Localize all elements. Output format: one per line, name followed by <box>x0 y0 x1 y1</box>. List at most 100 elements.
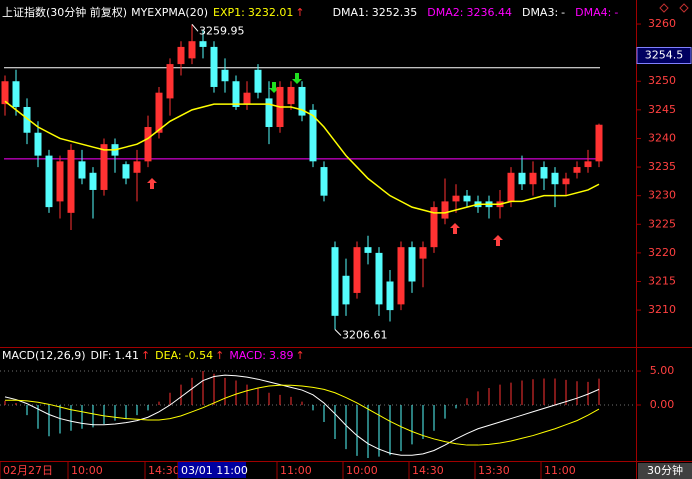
candle-body <box>364 247 372 253</box>
legend-name: DMA1: <box>333 6 369 19</box>
candle-body <box>342 275 350 305</box>
legend-trend: ↑ <box>296 349 305 362</box>
candle-body <box>221 69 229 82</box>
y-tick-label: 3210 <box>648 303 676 316</box>
legend-name: DMA4: <box>575 6 611 19</box>
candle-body <box>430 207 438 248</box>
y-tick-label: 5.00 <box>650 364 675 377</box>
candle-body <box>331 247 339 316</box>
legend-trend: ↑ <box>141 349 150 362</box>
candle-body <box>67 149 75 213</box>
x-tick-label: 10:00 <box>71 464 103 477</box>
candle-body <box>155 92 163 133</box>
candle-body <box>386 281 394 311</box>
candle-body <box>551 172 559 185</box>
candle-body <box>573 167 581 173</box>
legend-value: 3252.35 <box>372 6 418 19</box>
y-tick-label: 3220 <box>648 246 676 259</box>
candle-body <box>56 161 64 202</box>
y-tick-label: 3245 <box>648 103 676 116</box>
y-tick-label: 3230 <box>648 189 676 202</box>
y-tick-label: 3215 <box>648 274 676 287</box>
candle-body <box>419 247 427 259</box>
legend-name: DMA2: <box>427 6 463 19</box>
chart-title: MACD(12,26,9) <box>2 349 86 362</box>
candle-body <box>254 69 262 93</box>
period-box <box>638 463 692 479</box>
legend: 上证指数(30分钟 前复权) MYEXPMA(20) EXP1: 3232.01 ↑ DM… <box>2 5 618 19</box>
candle-body <box>452 195 460 202</box>
x-tick-label: 11:00 <box>544 464 576 477</box>
candle-body <box>540 167 548 179</box>
annotation: 3259.95 <box>199 24 245 37</box>
candle-body <box>441 201 449 219</box>
candle-body <box>320 167 328 196</box>
indicator-name: MYEXPMA(20) <box>131 6 208 19</box>
candle-body <box>232 81 240 107</box>
candle-body <box>188 41 196 59</box>
legend-name: DEA: <box>155 349 181 362</box>
candle-body <box>133 161 141 173</box>
legend-value: 1.41 <box>114 349 139 362</box>
candle-body <box>243 92 251 105</box>
legend-value: - <box>561 6 565 19</box>
x-tick-label: 03/01 11:00 <box>181 464 248 477</box>
x-tick-label: 14:30 <box>148 464 180 477</box>
candle-body <box>375 252 383 305</box>
legend-value: -0.54 <box>185 349 213 362</box>
candle-body <box>408 247 416 282</box>
candle-body <box>1 81 9 105</box>
legend-trend: ↑ <box>295 6 304 19</box>
toolbar-icon[interactable] <box>659 3 689 13</box>
x-tick-label: 13:30 <box>478 464 510 477</box>
candle-body <box>463 195 471 202</box>
macd-line <box>5 384 600 446</box>
y-tick-label: 3225 <box>648 217 676 230</box>
candle-body <box>595 124 603 162</box>
y-tick-label: 3235 <box>648 160 676 173</box>
candle-body <box>210 46 218 87</box>
x-tick-label: 11:00 <box>280 464 312 477</box>
legend-value: - <box>614 6 618 19</box>
period-label: 30分钟 <box>647 463 683 477</box>
candle-body <box>287 86 295 105</box>
x-tick-label: 02月27日 <box>3 464 53 477</box>
macd-line <box>4 374 600 456</box>
candle-body <box>353 247 361 293</box>
cursor-y-label: 3254.5 <box>645 48 684 61</box>
legend-trend: ↑ <box>215 349 224 362</box>
cursor-x-box <box>178 462 246 478</box>
cursor-y-box <box>636 46 692 64</box>
legend: MACD(12,26,9) DIF: 1.41 ↑ DEA: -0.54 ↑ MACD: 3.8… <box>2 349 305 362</box>
candle-body <box>45 155 53 208</box>
candle-body <box>507 172 515 202</box>
legend-value: 3232.01 <box>248 6 294 19</box>
ma-line <box>4 100 600 214</box>
legend-value: 3236.44 <box>466 6 512 19</box>
candle-body <box>562 178 570 185</box>
y-tick-label: 3250 <box>648 74 676 87</box>
annotation-leader <box>334 329 342 336</box>
x-tick-label: 14:30 <box>412 464 444 477</box>
candle-body <box>144 127 152 162</box>
candle-body <box>166 64 174 99</box>
legend-name: DIF: <box>91 349 112 362</box>
legend-name: DMA3: <box>522 6 558 19</box>
candle-body <box>584 161 592 168</box>
chart-title: 上证指数(30分钟 前复权) <box>2 5 127 19</box>
x-tick-label: 10:00 <box>346 464 378 477</box>
candle-body <box>78 161 86 179</box>
candle-body <box>34 132 42 156</box>
candle-body <box>23 106 31 133</box>
candle-body <box>518 172 526 185</box>
annotation-leader <box>191 23 199 32</box>
candle-body <box>298 86 306 116</box>
y-tick-label: 3260 <box>648 17 676 30</box>
legend-value: 3.89 <box>269 349 294 362</box>
y-tick-label: 3240 <box>648 131 676 144</box>
candle-body <box>529 172 537 185</box>
candle-body <box>122 164 130 179</box>
candle-body <box>265 98 273 128</box>
